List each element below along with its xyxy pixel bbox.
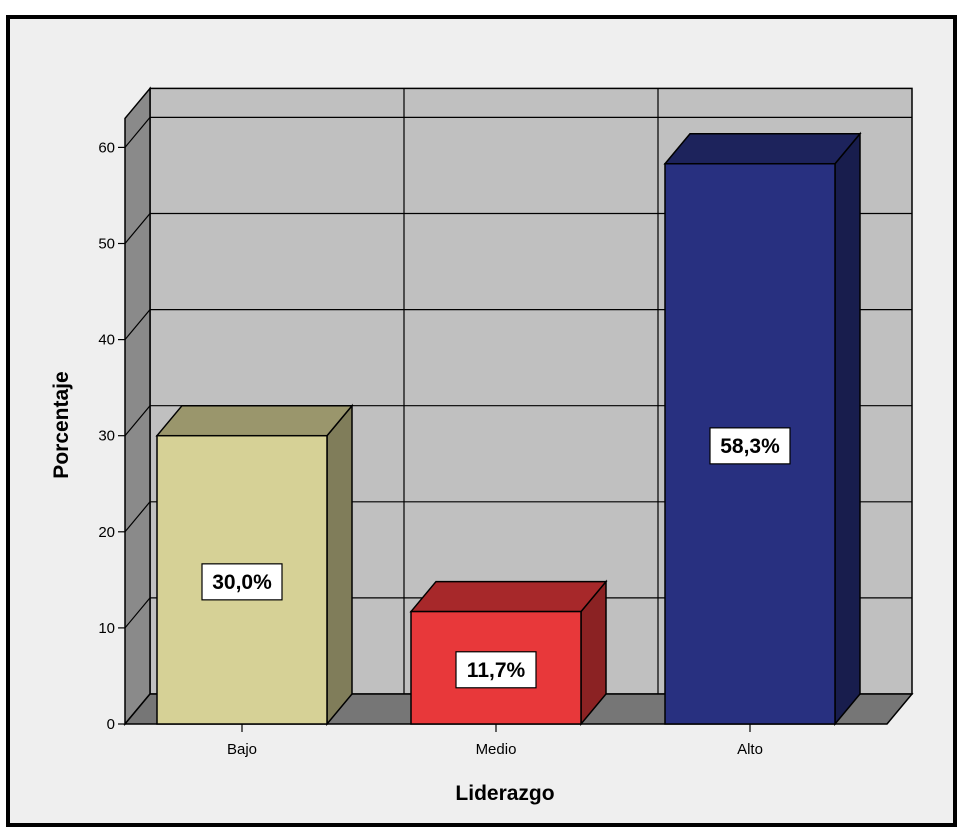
data-label-box — [201, 563, 283, 601]
side-wall — [124, 86, 151, 727]
bar-alto: 58,3% — [663, 131, 862, 727]
bar-side — [834, 131, 861, 727]
data-label: 58,3% — [720, 435, 780, 458]
bar-bajo: 30,0% — [155, 403, 354, 727]
x-axis-ticks: Bajo Medio Alto — [227, 724, 763, 758]
gridline-side — [124, 213, 151, 244]
x-tick-label: Bajo — [227, 741, 257, 758]
data-label-box — [709, 427, 791, 465]
x-axis-title: Liderazgo — [455, 782, 554, 805]
data-label: 30,0% — [212, 571, 272, 594]
y-tick-label: 50 — [98, 236, 115, 253]
bar-side — [326, 403, 353, 727]
y-axis-ticks: 0 10 20 30 40 50 60 — [98, 139, 125, 733]
gridline-side — [124, 309, 151, 340]
bar-top — [155, 404, 354, 437]
bar-top — [409, 580, 608, 613]
y-tick-label: 40 — [98, 332, 115, 349]
data-label: 11,7% — [467, 659, 526, 682]
y-tick-label: 20 — [98, 524, 115, 541]
bar-medio: 11,7% — [409, 579, 608, 727]
bar-top — [663, 132, 862, 165]
y-tick-label: 10 — [98, 620, 115, 637]
gridline-side — [124, 597, 151, 629]
y-tick-label: 30 — [98, 428, 115, 445]
y-tick-label: 0 — [107, 716, 115, 733]
y-axis-title: Porcentaje — [50, 371, 73, 478]
x-tick-label: Alto — [737, 741, 763, 758]
x-tick-label: Medio — [476, 741, 517, 758]
gridline-side — [124, 405, 151, 437]
y-tick-label: 60 — [98, 139, 115, 156]
data-label-box — [455, 651, 537, 689]
gridline-side — [124, 117, 151, 148]
gridline-side — [124, 501, 151, 533]
bars: 30,0% 11,7% 58,3% — [155, 131, 862, 727]
